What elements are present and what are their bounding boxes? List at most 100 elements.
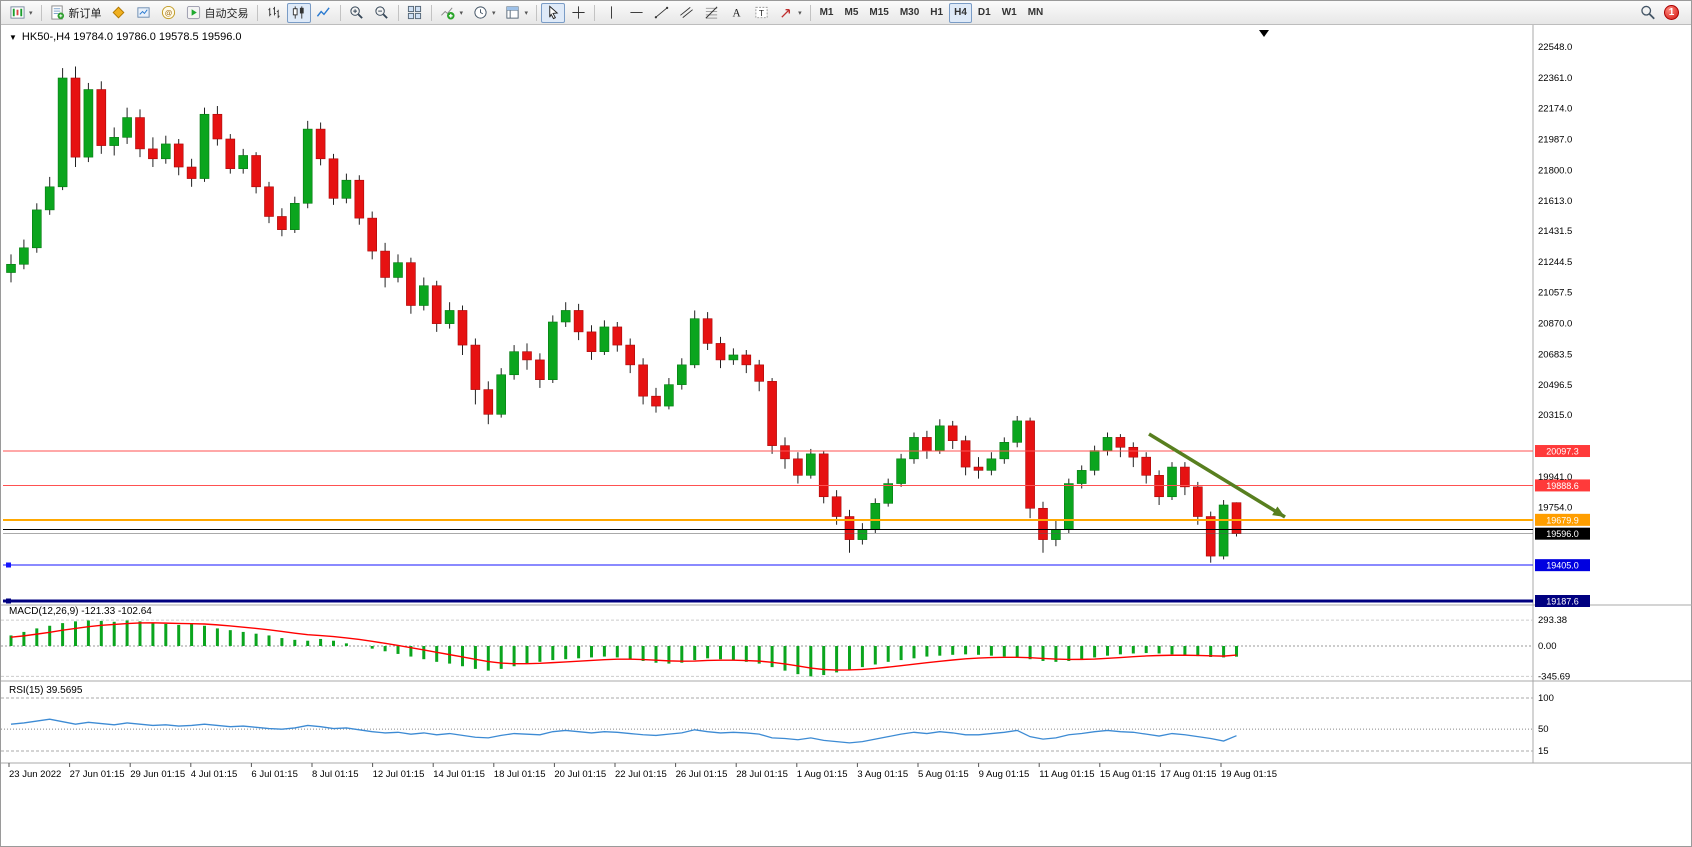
resistance-line-lower-badge	[1535, 479, 1590, 492]
algo-trading-label: 自动交易	[204, 7, 249, 20]
price-level-lines	[3, 450, 1533, 604]
notification-badge[interactable]: 1	[1664, 5, 1679, 20]
svg-text:19 Aug 01:15: 19 Aug 01:15	[1221, 769, 1277, 780]
svg-text:19941.0: 19941.0	[1538, 472, 1572, 483]
svg-text:21800.0: 21800.0	[1538, 165, 1572, 176]
new-chart-button[interactable]: ▾	[5, 3, 37, 23]
toolbar-right-group: 1	[1640, 5, 1687, 21]
svg-text:20097.3: 20097.3	[1546, 447, 1579, 457]
tile-windows-button[interactable]	[403, 3, 427, 23]
svg-text:6 Jul 01:15: 6 Jul 01:15	[251, 769, 297, 780]
community-icon: @	[161, 5, 177, 21]
dropdown-caret-icon[interactable]: ▾	[798, 9, 802, 17]
svg-text:14 Jul 01:15: 14 Jul 01:15	[433, 769, 485, 780]
equidistant-channel-icon	[678, 5, 694, 21]
toolbar-separator	[40, 4, 42, 21]
dropdown-caret-icon[interactable]: ▾	[524, 9, 529, 17]
svg-text:15: 15	[1538, 746, 1549, 757]
periods-button[interactable]: ▾	[468, 3, 500, 23]
chart-candles-icon	[291, 5, 307, 21]
timeframe-m5-button[interactable]: M5	[839, 3, 863, 23]
trend-arrow-annotation[interactable]	[1148, 432, 1286, 519]
support-line-blue-handle[interactable]	[6, 562, 11, 568]
svg-text:18 Jul 01:15: 18 Jul 01:15	[494, 769, 546, 780]
horizontal-line-icon	[628, 5, 644, 21]
svg-text:26 Jul 01:15: 26 Jul 01:15	[676, 769, 728, 780]
dropdown-caret-icon[interactable]: ▾	[492, 9, 496, 17]
text-label-button[interactable]: T	[749, 3, 773, 23]
support-line-navy-handle[interactable]	[6, 598, 11, 604]
fibonacci-retracement-icon	[703, 5, 719, 21]
macd-signal-line	[10, 622, 1237, 671]
algo-trading-icon	[186, 5, 202, 21]
svg-text:20870.0: 20870.0	[1538, 319, 1572, 330]
vertical-line-icon	[603, 5, 619, 21]
timeframe-w1-button[interactable]: W1	[997, 3, 1022, 23]
timeframe-m15-button[interactable]: M15	[864, 3, 893, 23]
dropdown-caret-icon[interactable]: ▾	[459, 9, 464, 17]
indicators-button[interactable]: ▾	[436, 3, 468, 23]
chart-candles-button[interactable]	[286, 2, 311, 23]
svg-text:293.38: 293.38	[1538, 615, 1567, 626]
toolbar-separator	[256, 4, 258, 21]
tile-windows-icon	[407, 5, 423, 21]
timeframe-m30-button[interactable]: M30	[895, 3, 924, 23]
timeframe-m1-button[interactable]: M1	[815, 3, 839, 23]
chart-bars-button[interactable]	[262, 3, 286, 23]
time-axis[interactable]: 23 Jun 2022 27 Jun 01:15 29 Jun 01:15 4 Jul…	[8, 763, 1277, 780]
metaeditor-button[interactable]	[107, 3, 131, 23]
search-icon[interactable]	[1640, 5, 1656, 21]
svg-text:A: A	[732, 8, 741, 20]
svg-text:5 Aug 01:15: 5 Aug 01:15	[918, 769, 969, 780]
chart-line-button[interactable]	[312, 3, 336, 23]
chart-window: 20097.3 19888.6 19679.9 19596.0 19405.0 19187…	[1, 25, 1692, 847]
timeframe-mn-button[interactable]: MN	[1023, 3, 1049, 23]
svg-text:11 Aug 01:15: 11 Aug 01:15	[1039, 769, 1094, 780]
chart-shift-marker[interactable]	[1259, 30, 1269, 37]
svg-text:9 Aug 01:15: 9 Aug 01:15	[979, 769, 1030, 780]
timeframe-d1-button[interactable]: D1	[973, 3, 996, 23]
rsi-pane: 100 50 15	[1, 693, 1554, 757]
zoom-out-button[interactable]	[370, 3, 394, 23]
macd-histogram	[9, 620, 1238, 677]
cursor-button[interactable]	[541, 2, 566, 23]
new-order-button[interactable]: 新订单	[46, 3, 106, 23]
resistance-line-upper-badge	[1535, 445, 1590, 458]
crosshair-icon	[570, 5, 586, 21]
periods-icon	[472, 5, 488, 21]
arrow-objects-button[interactable]: ▾	[774, 3, 806, 23]
toolbar-separator	[430, 4, 432, 21]
svg-text:50: 50	[1538, 724, 1549, 735]
timeframe-h1-button[interactable]: H1	[925, 3, 948, 23]
current-price-line-badge	[1535, 527, 1590, 540]
market-button[interactable]	[132, 3, 156, 23]
text-button[interactable]: A	[724, 3, 748, 23]
chart-line-icon	[316, 5, 332, 21]
horizontal-line-button[interactable]	[624, 3, 648, 23]
price-axis[interactable]: 22548.0 22361.0 22174.0 21987.0 21800.0 21613…	[1538, 42, 1572, 514]
price-chart[interactable]: 20097.3 19888.6 19679.9 19596.0 19405.0 19187…	[1, 25, 1692, 847]
dropdown-caret-icon[interactable]: ▾	[29, 9, 33, 17]
fibonacci-retracement-button[interactable]	[699, 3, 723, 23]
community-button[interactable]: @	[157, 3, 181, 23]
timeframe-h4-button[interactable]: H4	[949, 2, 972, 23]
rsi-line	[10, 718, 1237, 744]
crosshair-button[interactable]	[566, 3, 590, 23]
svg-text:22548.0: 22548.0	[1538, 42, 1572, 53]
algo-trading-button[interactable]: 自动交易	[182, 3, 253, 23]
vertical-line-button[interactable]	[599, 3, 623, 23]
svg-text:19596.0: 19596.0	[1546, 529, 1579, 539]
svg-text:100: 100	[1538, 693, 1554, 704]
svg-text:12 Jul 01:15: 12 Jul 01:15	[373, 769, 425, 780]
templates-button[interactable]: ▾	[501, 3, 533, 23]
equidistant-channel-button[interactable]	[674, 3, 698, 23]
pivot-line-orange-badge	[1535, 513, 1590, 526]
zoom-in-button[interactable]	[345, 3, 369, 23]
trendline-button[interactable]	[649, 3, 673, 23]
market-icon	[136, 5, 152, 21]
svg-text:21987.0: 21987.0	[1538, 134, 1572, 145]
candlestick-series	[6, 66, 1242, 563]
svg-text:4 Jul 01:15: 4 Jul 01:15	[191, 769, 237, 780]
svg-text:28 Jul 01:15: 28 Jul 01:15	[736, 769, 788, 780]
svg-text:20315.0: 20315.0	[1538, 410, 1572, 421]
